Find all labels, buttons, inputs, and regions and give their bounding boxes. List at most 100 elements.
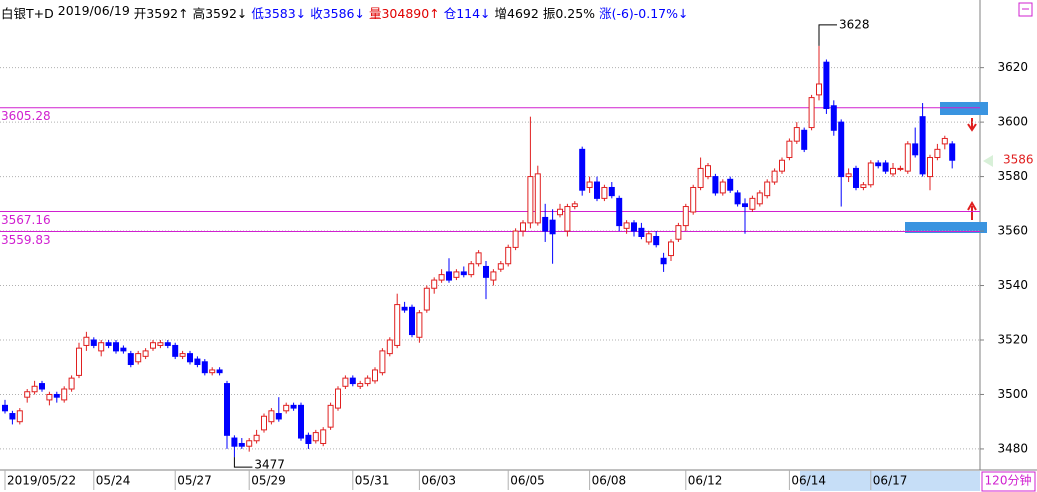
candle-body	[113, 342, 119, 352]
candle-body	[364, 377, 371, 385]
header-item: 增4692	[494, 6, 539, 21]
candle-body	[24, 391, 31, 398]
candle-body	[127, 353, 134, 366]
candle-body	[268, 410, 275, 423]
settings-icon[interactable]	[1018, 2, 1033, 17]
candle-body	[76, 347, 82, 376]
candle-body	[645, 233, 652, 243]
candle-body	[697, 167, 704, 188]
candle-body	[786, 140, 793, 159]
x-tick-label: 06/05	[510, 474, 545, 488]
price-pointer	[983, 155, 993, 167]
candle-body	[594, 181, 600, 199]
candle-body	[660, 257, 667, 265]
candle-body	[816, 83, 822, 96]
y-tick-label: 3580	[997, 169, 1028, 183]
candle-body	[719, 181, 726, 194]
candle-body	[431, 279, 438, 289]
candle-body	[438, 274, 445, 281]
candle-body	[31, 385, 38, 393]
candle-body	[875, 162, 882, 167]
scroll-region	[800, 471, 980, 491]
high-leader	[818, 24, 837, 46]
candle-body	[601, 186, 608, 199]
level-label: 3567.16	[1, 213, 51, 227]
candle-body	[460, 271, 467, 276]
candle-body	[608, 186, 615, 197]
up-arrow	[967, 200, 977, 220]
candle-body	[423, 287, 430, 311]
candle-body	[823, 61, 830, 109]
candle-body	[549, 219, 556, 235]
header-item: 开3592↑	[133, 6, 189, 21]
candle-body	[564, 206, 571, 232]
candle-body	[9, 413, 16, 420]
x-tick-label: 05/24	[96, 474, 131, 488]
candle-body	[372, 369, 378, 382]
low-annotation: 3477	[254, 458, 285, 472]
candle-body	[779, 159, 785, 172]
candle-body	[579, 148, 586, 191]
candle-body	[682, 206, 689, 227]
candle-body	[705, 165, 711, 178]
y-tick-label: 3620	[997, 60, 1028, 74]
candle-body	[801, 129, 808, 150]
candle-body	[534, 173, 541, 224]
candle-body	[16, 410, 23, 423]
low-leader	[233, 457, 253, 468]
candle-body	[231, 437, 238, 447]
candle-body	[638, 227, 645, 237]
candle-body	[312, 432, 319, 442]
candle-body	[275, 413, 282, 420]
candle-body	[919, 116, 926, 175]
candle-body	[949, 143, 956, 161]
candle-body	[46, 393, 53, 401]
candle-body	[261, 415, 267, 431]
candle-body	[83, 336, 90, 346]
candle-body	[53, 393, 60, 398]
header-item: 收3586↓	[310, 6, 365, 21]
candle-body	[224, 383, 230, 436]
candle-body	[542, 216, 549, 232]
candle-body	[394, 304, 401, 346]
candle-body	[616, 197, 623, 227]
header-item: 仓114↓	[443, 6, 491, 21]
candle-body	[897, 167, 904, 170]
candle-body	[631, 222, 637, 232]
x-tick-label: 06/17	[873, 474, 908, 488]
candle-body	[349, 377, 356, 385]
candle-body	[653, 236, 660, 246]
last-price: 3586	[1003, 153, 1034, 167]
y-tick-label: 3480	[997, 441, 1028, 455]
header-item: 量304890↑	[368, 6, 440, 21]
y-tick-label: 3560	[997, 224, 1028, 238]
x-tick-label: 05/31	[355, 474, 390, 488]
candle-body	[446, 271, 452, 281]
candle-body	[497, 263, 504, 270]
candle-body	[764, 181, 771, 197]
header-item: 2019/06/19	[57, 3, 130, 18]
level-label: 3559.83	[1, 233, 51, 247]
signal-box	[905, 222, 987, 233]
level-label: 3605.28	[1, 109, 51, 123]
candle-body	[68, 377, 75, 390]
candle-body	[416, 312, 423, 338]
signal-box	[940, 102, 988, 115]
candle-body	[342, 377, 349, 387]
candle-body	[135, 353, 142, 363]
candle-body	[379, 350, 386, 374]
x-tick-label: 06/08	[592, 474, 627, 488]
candle-body	[712, 176, 719, 194]
candle-body	[401, 306, 408, 311]
x-tick-label: 05/29	[251, 474, 286, 488]
candle-body	[520, 222, 526, 232]
candle-body	[357, 383, 364, 387]
header-item: 高3592↓	[192, 6, 248, 21]
header-item: 振0.25%	[542, 6, 596, 21]
candle-body	[557, 208, 563, 216]
header-item: 涨(-6)-0.17%↓	[599, 6, 689, 21]
x-tick-label: 06/12	[688, 474, 723, 488]
candle-body	[320, 429, 327, 444]
candle-body	[512, 230, 519, 248]
candle-body	[150, 342, 156, 349]
